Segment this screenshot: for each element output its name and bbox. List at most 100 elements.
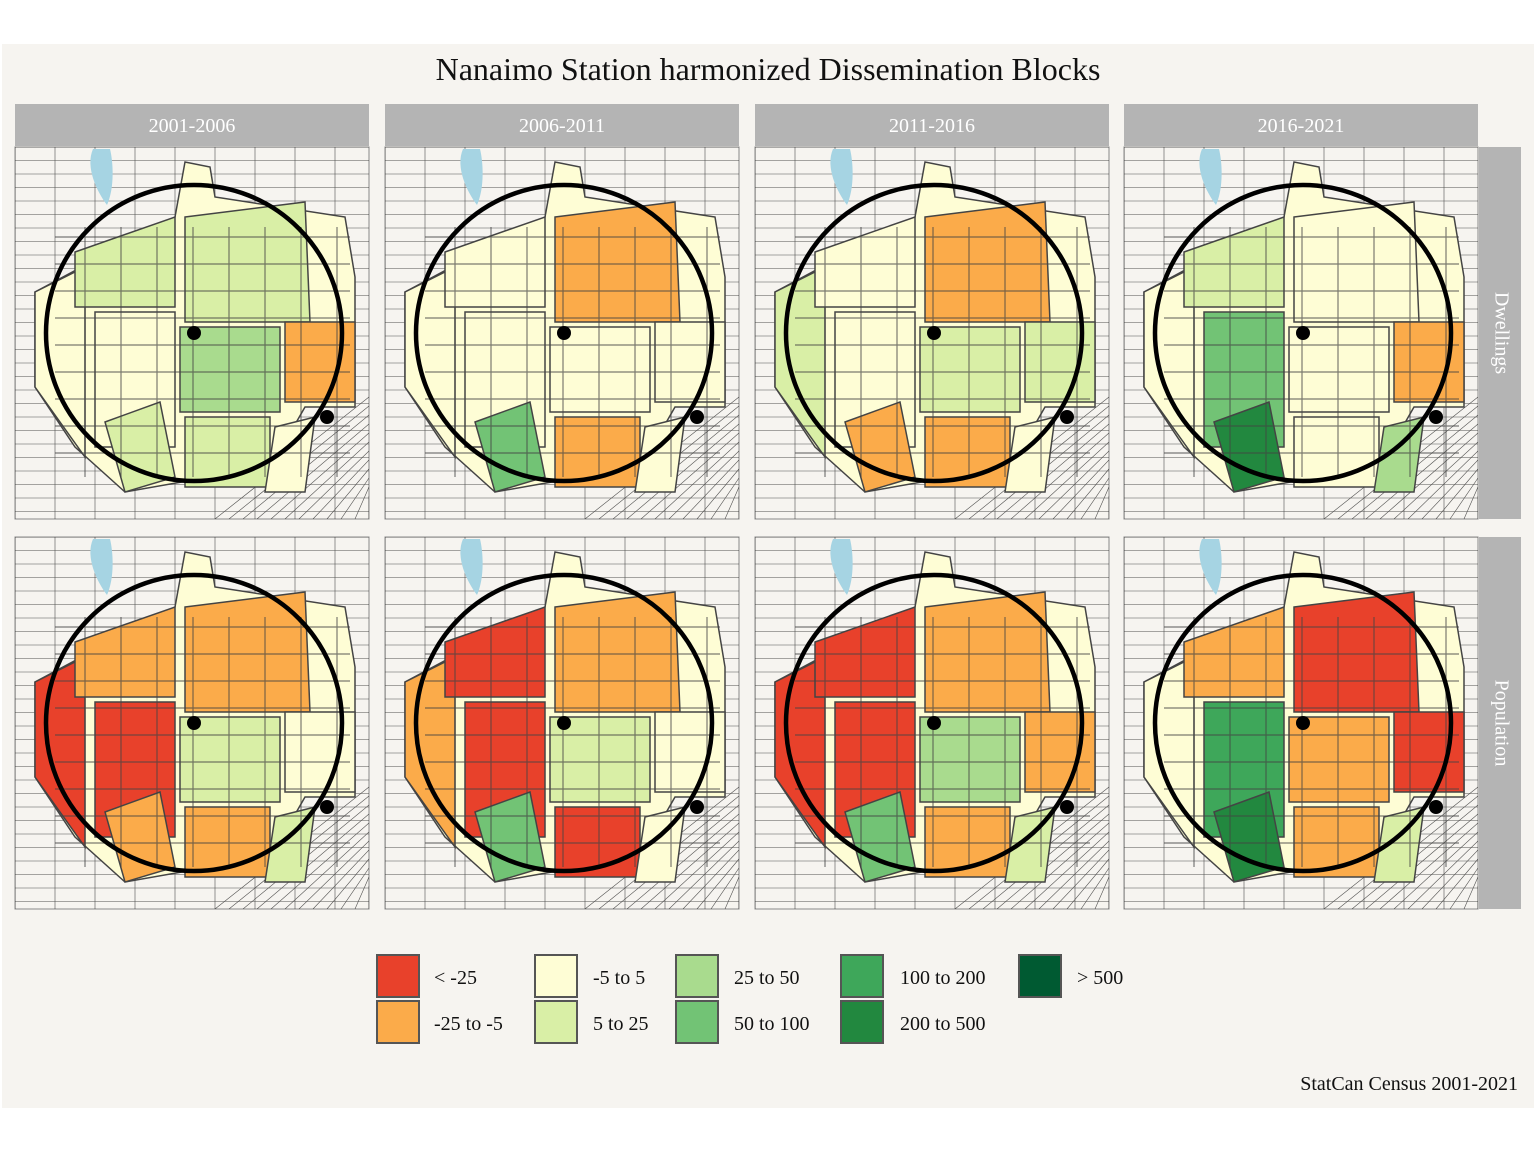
legend-label: 100 to 200 — [900, 967, 986, 989]
block-subdivisions — [55, 617, 350, 867]
block-region — [74, 215, 176, 308]
legend-label: 5 to 25 — [593, 1013, 649, 1035]
block-region — [444, 605, 546, 698]
legend-label: 25 to 50 — [734, 967, 800, 989]
neighbor-station-point — [1429, 800, 1443, 814]
station-point — [187, 326, 201, 340]
block-region — [1393, 321, 1465, 403]
catchment-circle — [413, 572, 715, 874]
legend-swatch — [840, 1000, 884, 1044]
block-subdivisions — [795, 617, 1090, 867]
legend-label: < -25 — [434, 967, 477, 989]
row-strips: Dwellings Population — [1479, 147, 1521, 909]
block-region — [179, 716, 281, 803]
strip-row-population — [1479, 537, 1521, 909]
map-panel-dwellings-2001-2006 — [14, 146, 370, 520]
block-subdivisions — [425, 227, 720, 477]
map-panel-dwellings-2016-2021 — [1123, 146, 1479, 520]
block-region — [1024, 711, 1096, 793]
strip-column-2006-2011 — [385, 104, 739, 146]
legend: < -25 -25 to -5 -5 to 5 5 to 25 25 to 50 50 t… — [376, 954, 1123, 1044]
harmonized-blocks — [774, 161, 1096, 493]
legend-swatch — [675, 954, 719, 998]
legend-swatch — [675, 1000, 719, 1044]
block-region — [549, 326, 651, 413]
caption: StatCan Census 2001-2021 — [1300, 1073, 1518, 1095]
column-strips: 2001-2006 2006-2011 2011-2016 2016-2021 — [15, 104, 1478, 146]
map-panels — [14, 146, 1479, 910]
block-subdivisions — [795, 227, 1090, 477]
block-region — [284, 321, 356, 403]
station-point — [1296, 716, 1310, 730]
legend-swatch — [376, 1000, 420, 1044]
legend-swatch — [840, 954, 884, 998]
map-panel-population-2011-2016 — [754, 536, 1110, 910]
neighbor-station-point — [690, 410, 704, 424]
block-region — [1393, 711, 1465, 793]
block-region — [814, 605, 916, 698]
lake-water — [830, 539, 853, 595]
neighbor-station-point — [1060, 410, 1074, 424]
block-region — [919, 326, 1021, 413]
block-region — [654, 711, 726, 793]
lake-water — [460, 539, 483, 595]
station-point — [1296, 326, 1310, 340]
catchment-circle — [413, 182, 715, 484]
strip-column-2011-2016 — [755, 104, 1109, 146]
catchment-circle — [1152, 182, 1454, 484]
catchment-circle — [43, 182, 345, 484]
block-subdivisions — [1164, 227, 1459, 477]
neighbor-station-point — [1429, 410, 1443, 424]
legend-label: 200 to 500 — [900, 1013, 986, 1035]
map-panel-population-2006-2011 — [384, 536, 740, 910]
lake-water — [1199, 149, 1222, 205]
block-region — [1288, 716, 1390, 803]
strip-row-dwellings — [1479, 147, 1521, 519]
block-region — [654, 321, 726, 403]
block-region — [74, 605, 176, 698]
station-point — [557, 716, 571, 730]
strip-row-label: Population — [1490, 680, 1512, 767]
figure-title: Nanaimo Station harmonized Dissemination… — [436, 51, 1101, 87]
catchment-circle — [783, 572, 1085, 874]
station-point — [927, 326, 941, 340]
block-region — [919, 716, 1021, 803]
block-region — [179, 326, 281, 413]
neighbor-station-point — [1060, 800, 1074, 814]
strip-column-2001-2006 — [15, 104, 369, 146]
neighbor-station-point — [320, 410, 334, 424]
lake-water — [90, 149, 113, 205]
station-point — [187, 716, 201, 730]
legend-label: -25 to -5 — [434, 1013, 503, 1035]
legend-label: > 500 — [1077, 967, 1123, 989]
map-panel-population-2001-2006 — [14, 536, 370, 910]
legend-label: 50 to 100 — [734, 1013, 810, 1035]
catchment-circle — [43, 572, 345, 874]
map-panel-dwellings-2006-2011 — [384, 146, 740, 520]
legend-swatch — [534, 1000, 578, 1044]
legend-swatch — [376, 954, 420, 998]
lake-water — [90, 539, 113, 595]
strip-column-label: 2001-2006 — [149, 115, 236, 137]
lake-water — [830, 149, 853, 205]
legend-label: -5 to 5 — [593, 967, 645, 989]
lake-water — [1199, 539, 1222, 595]
map-panel-dwellings-2011-2016 — [754, 146, 1110, 520]
block-region — [549, 716, 651, 803]
strip-column-label: 2011-2016 — [889, 115, 975, 137]
strip-row-label: Dwellings — [1490, 292, 1512, 374]
catchment-circle — [1152, 572, 1454, 874]
block-region — [1288, 326, 1390, 413]
block-region — [1183, 605, 1285, 698]
catchment-circle — [783, 182, 1085, 484]
station-point — [557, 326, 571, 340]
map-panel-population-2016-2021 — [1123, 536, 1479, 910]
block-region — [284, 711, 356, 793]
block-region — [814, 215, 916, 308]
strip-column-2016-2021 — [1124, 104, 1478, 146]
block-region — [1024, 321, 1096, 403]
neighbor-station-point — [320, 800, 334, 814]
strip-column-label: 2016-2021 — [1258, 115, 1345, 137]
map-content — [755, 147, 1109, 519]
